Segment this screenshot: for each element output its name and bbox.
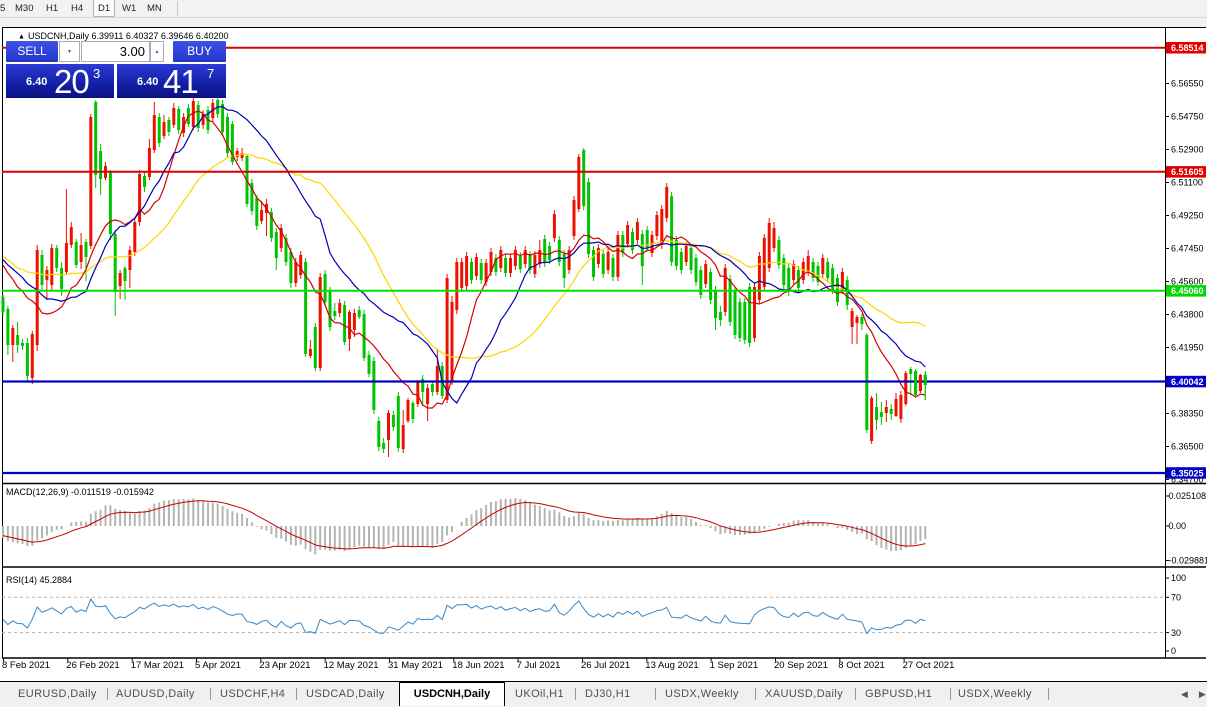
svg-text:6.45600: 6.45600: [1171, 277, 1204, 287]
svg-text:13 Aug 2021: 13 Aug 2021: [645, 660, 698, 671]
svg-text:23 Apr 2021: 23 Apr 2021: [259, 660, 310, 671]
svg-text:27 Oct 2021: 27 Oct 2021: [903, 660, 955, 671]
svg-text:1 Sep 2021: 1 Sep 2021: [710, 660, 759, 671]
svg-text:30: 30: [1171, 628, 1181, 638]
svg-text:▲: ▲: [18, 34, 25, 41]
svg-text:5 Apr 2021: 5 Apr 2021: [195, 660, 241, 671]
svg-text:6.35025: 6.35025: [1171, 468, 1204, 478]
svg-text:26 Jul 2021: 26 Jul 2021: [581, 660, 630, 671]
svg-text:8 Oct 2021: 8 Oct 2021: [838, 660, 884, 671]
svg-text:6.40042: 6.40042: [1171, 377, 1204, 387]
svg-text:6.54750: 6.54750: [1171, 112, 1204, 122]
svg-text:6.58514: 6.58514: [1171, 43, 1204, 53]
svg-text:6.49250: 6.49250: [1171, 211, 1204, 221]
svg-text:6.51605: 6.51605: [1171, 167, 1204, 177]
svg-text:6.41950: 6.41950: [1171, 343, 1204, 353]
svg-text:70: 70: [1171, 593, 1181, 603]
svg-text:26 Feb 2021: 26 Feb 2021: [66, 660, 119, 671]
svg-text:6.45060: 6.45060: [1171, 286, 1204, 296]
svg-text:6.51100: 6.51100: [1171, 178, 1203, 188]
svg-text:17 Mar 2021: 17 Mar 2021: [131, 660, 184, 671]
svg-text:6.34700: 6.34700: [1171, 475, 1204, 485]
svg-text:20 Sep 2021: 20 Sep 2021: [774, 660, 828, 671]
svg-text:RSI(14) 45.2884: RSI(14) 45.2884: [6, 575, 72, 585]
svg-text:6.43800: 6.43800: [1171, 310, 1204, 320]
svg-text:0.025108: 0.025108: [1169, 491, 1207, 501]
svg-text:6.38350: 6.38350: [1171, 409, 1204, 419]
svg-text:31 May 2021: 31 May 2021: [388, 660, 443, 671]
svg-text:100: 100: [1171, 573, 1186, 583]
svg-text:7 Jul 2021: 7 Jul 2021: [517, 660, 561, 671]
svg-text:MACD(12,26,9) -0.011519 -0.015: MACD(12,26,9) -0.011519 -0.015942: [6, 487, 154, 497]
svg-text:6.52900: 6.52900: [1171, 145, 1204, 155]
svg-text:USDCNH,Daily 6.39911 6.40327: USDCNH,Daily 6.39911 6.40327 6.39646 6.4…: [28, 31, 228, 41]
svg-text:12 May 2021: 12 May 2021: [324, 660, 379, 671]
svg-text:8 Feb 2021: 8 Feb 2021: [2, 660, 50, 671]
svg-text:6.56550: 6.56550: [1171, 79, 1204, 89]
svg-text:0.00: 0.00: [1169, 521, 1187, 531]
svg-text:6.47450: 6.47450: [1171, 244, 1204, 254]
svg-text:18 Jun 2021: 18 Jun 2021: [452, 660, 504, 671]
svg-text:6.36500: 6.36500: [1171, 442, 1204, 452]
svg-text:0: 0: [1171, 646, 1176, 656]
svg-text:-0.029881: -0.029881: [1169, 556, 1207, 566]
